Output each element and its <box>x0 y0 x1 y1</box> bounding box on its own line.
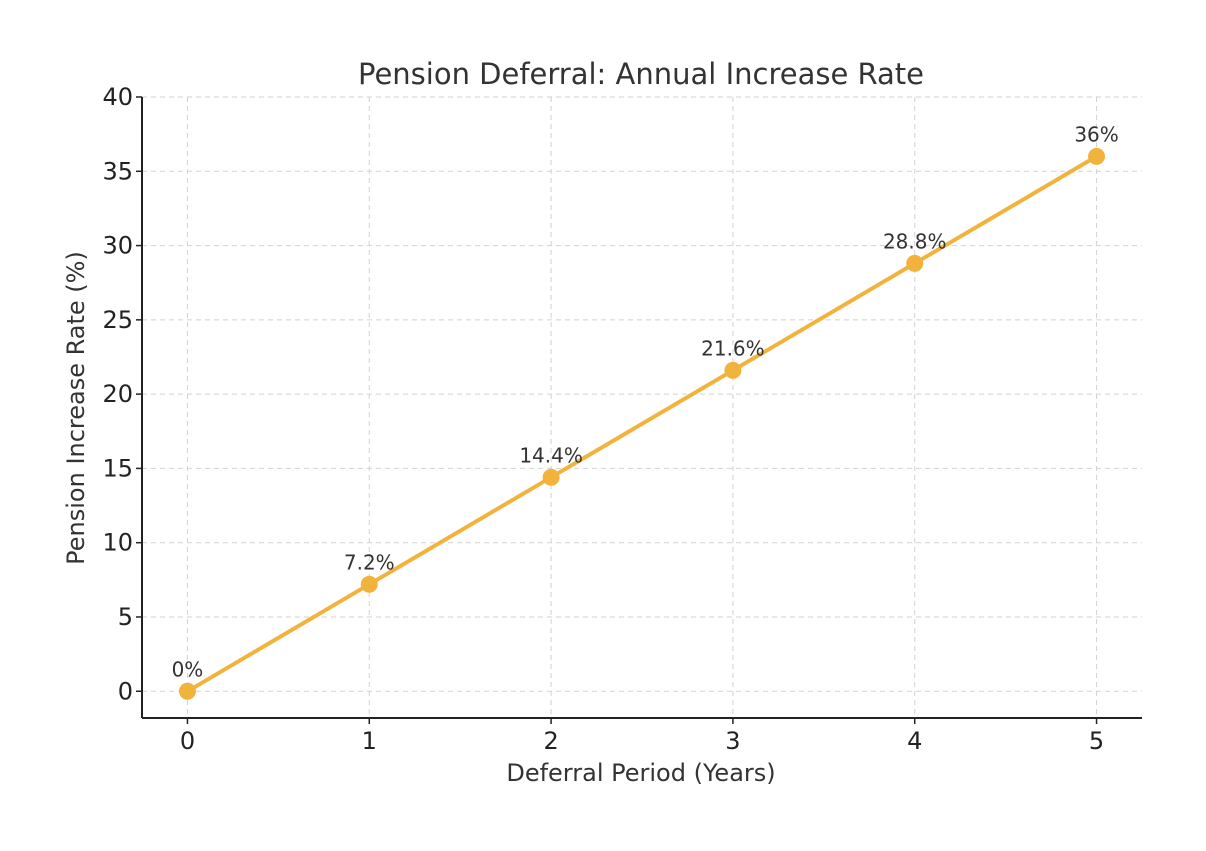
y-tick-label: 30 <box>102 232 133 260</box>
x-tick-label: 0 <box>180 727 195 755</box>
data-point <box>178 682 196 700</box>
grid-lines <box>142 96 1142 718</box>
y-axis-label: Pension Increase Rate (%) <box>62 251 90 565</box>
y-tick-label: 20 <box>102 380 133 408</box>
x-tick-label: 4 <box>907 727 922 755</box>
y-tick-label: 10 <box>102 529 133 557</box>
data-label: 7.2% <box>344 550 395 574</box>
x-tick-label: 2 <box>543 727 558 755</box>
chart-title: Pension Deferral: Annual Increase Rate <box>358 57 924 91</box>
data-label: 0% <box>172 657 204 681</box>
x-axis-label: Deferral Period (Years) <box>506 759 775 787</box>
data-point <box>906 254 924 272</box>
x-tick-label: 3 <box>725 727 740 755</box>
data-label: 21.6% <box>701 336 765 360</box>
y-tick-label: 35 <box>102 157 133 185</box>
y-tick-label: 0 <box>118 677 133 705</box>
y-tick-label: 40 <box>102 83 133 111</box>
data-label: 14.4% <box>519 443 583 467</box>
data-point <box>360 575 378 593</box>
data-point <box>1088 147 1106 165</box>
x-tick-label: 5 <box>1089 727 1104 755</box>
x-tick-label: 1 <box>362 727 377 755</box>
data-label: 28.8% <box>883 229 947 253</box>
data-label: 36% <box>1074 122 1118 146</box>
y-tick-label: 25 <box>102 306 133 334</box>
data-point <box>724 361 742 379</box>
axes <box>136 96 1142 724</box>
series-line <box>185 154 1099 694</box>
tick-labels: 0 1 2 3 4 5 0 5 10 15 20 25 30 35 40 <box>102 83 1104 755</box>
series-layer: 0% 7.2% 14.4% 21.6% 28.8% 36% <box>172 122 1119 700</box>
y-tick-label: 15 <box>102 454 133 482</box>
data-point <box>542 468 560 486</box>
y-tick-label: 5 <box>118 603 133 631</box>
